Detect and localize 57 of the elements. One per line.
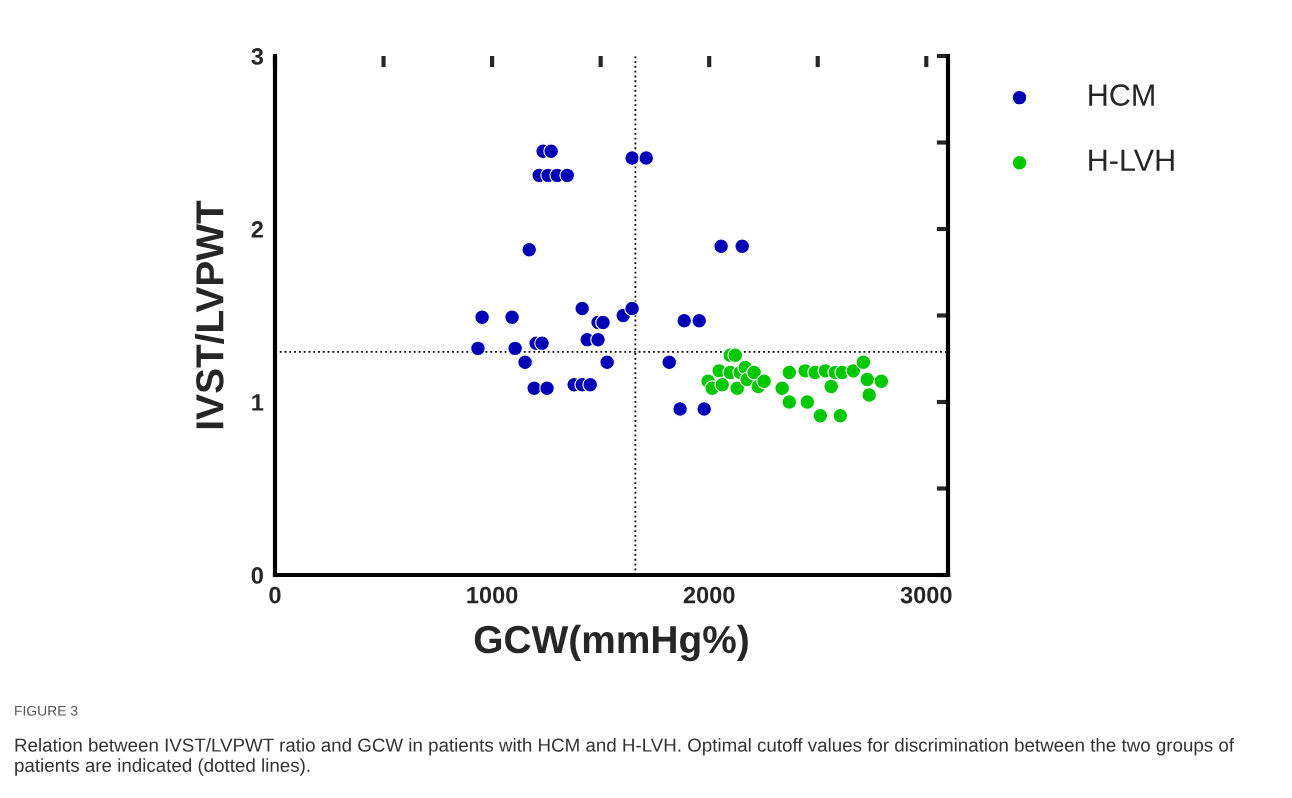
y-tick-label: 2 <box>251 221 263 238</box>
legend-label: HCM <box>1089 84 1154 106</box>
point <box>521 241 538 258</box>
point <box>713 238 729 255</box>
y-tick-label: 3 <box>251 48 264 65</box>
point <box>823 378 840 395</box>
point <box>590 331 606 348</box>
point <box>855 354 872 371</box>
point <box>812 408 829 424</box>
point <box>534 335 550 352</box>
point <box>574 300 591 317</box>
point <box>781 364 798 381</box>
x-tick-label: 3000 <box>900 586 952 604</box>
y-tick-label: 0 <box>251 567 263 584</box>
point <box>696 401 713 417</box>
point <box>507 340 523 357</box>
point <box>873 373 890 390</box>
y-tick-label: 1 <box>252 394 264 411</box>
point <box>672 401 688 417</box>
point <box>714 376 731 393</box>
point <box>799 394 816 410</box>
caption: FIGURE 3 <box>15 705 78 716</box>
point <box>624 150 640 166</box>
point <box>734 238 751 255</box>
point <box>517 354 533 371</box>
point <box>582 376 599 393</box>
point <box>504 309 520 326</box>
point <box>774 380 790 396</box>
point <box>756 373 772 390</box>
text: Relation between IVST/LVPWT ratio and GCW in patients with HCM and H-LVH. Optimal cutoff values for discrimination between the two groups of patients are indicated (dotted lines). <box>15 738 1235 776</box>
point <box>599 354 615 371</box>
x-tick-label: 0 <box>269 586 281 604</box>
point <box>543 143 559 159</box>
point <box>746 364 762 381</box>
point <box>832 408 849 424</box>
point <box>661 354 678 371</box>
point <box>624 300 640 317</box>
y-axis-title: IVST/LVPWT <box>195 200 225 429</box>
point <box>691 312 708 329</box>
x-axis-title: GCW(mmHg%) <box>474 624 748 662</box>
point <box>638 150 655 166</box>
point <box>474 309 490 326</box>
point <box>676 312 693 329</box>
legend-label: H-LVH <box>1089 149 1174 171</box>
point <box>859 371 876 388</box>
x-tick-label: 1000 <box>467 586 518 604</box>
point <box>526 380 543 396</box>
point <box>861 387 878 403</box>
point <box>539 380 555 396</box>
point <box>727 347 744 364</box>
point <box>595 314 611 331</box>
point <box>729 380 746 396</box>
point <box>845 363 862 379</box>
point <box>559 167 576 184</box>
point <box>470 340 486 357</box>
x-tick-label: 2000 <box>683 586 735 604</box>
point <box>781 394 798 410</box>
